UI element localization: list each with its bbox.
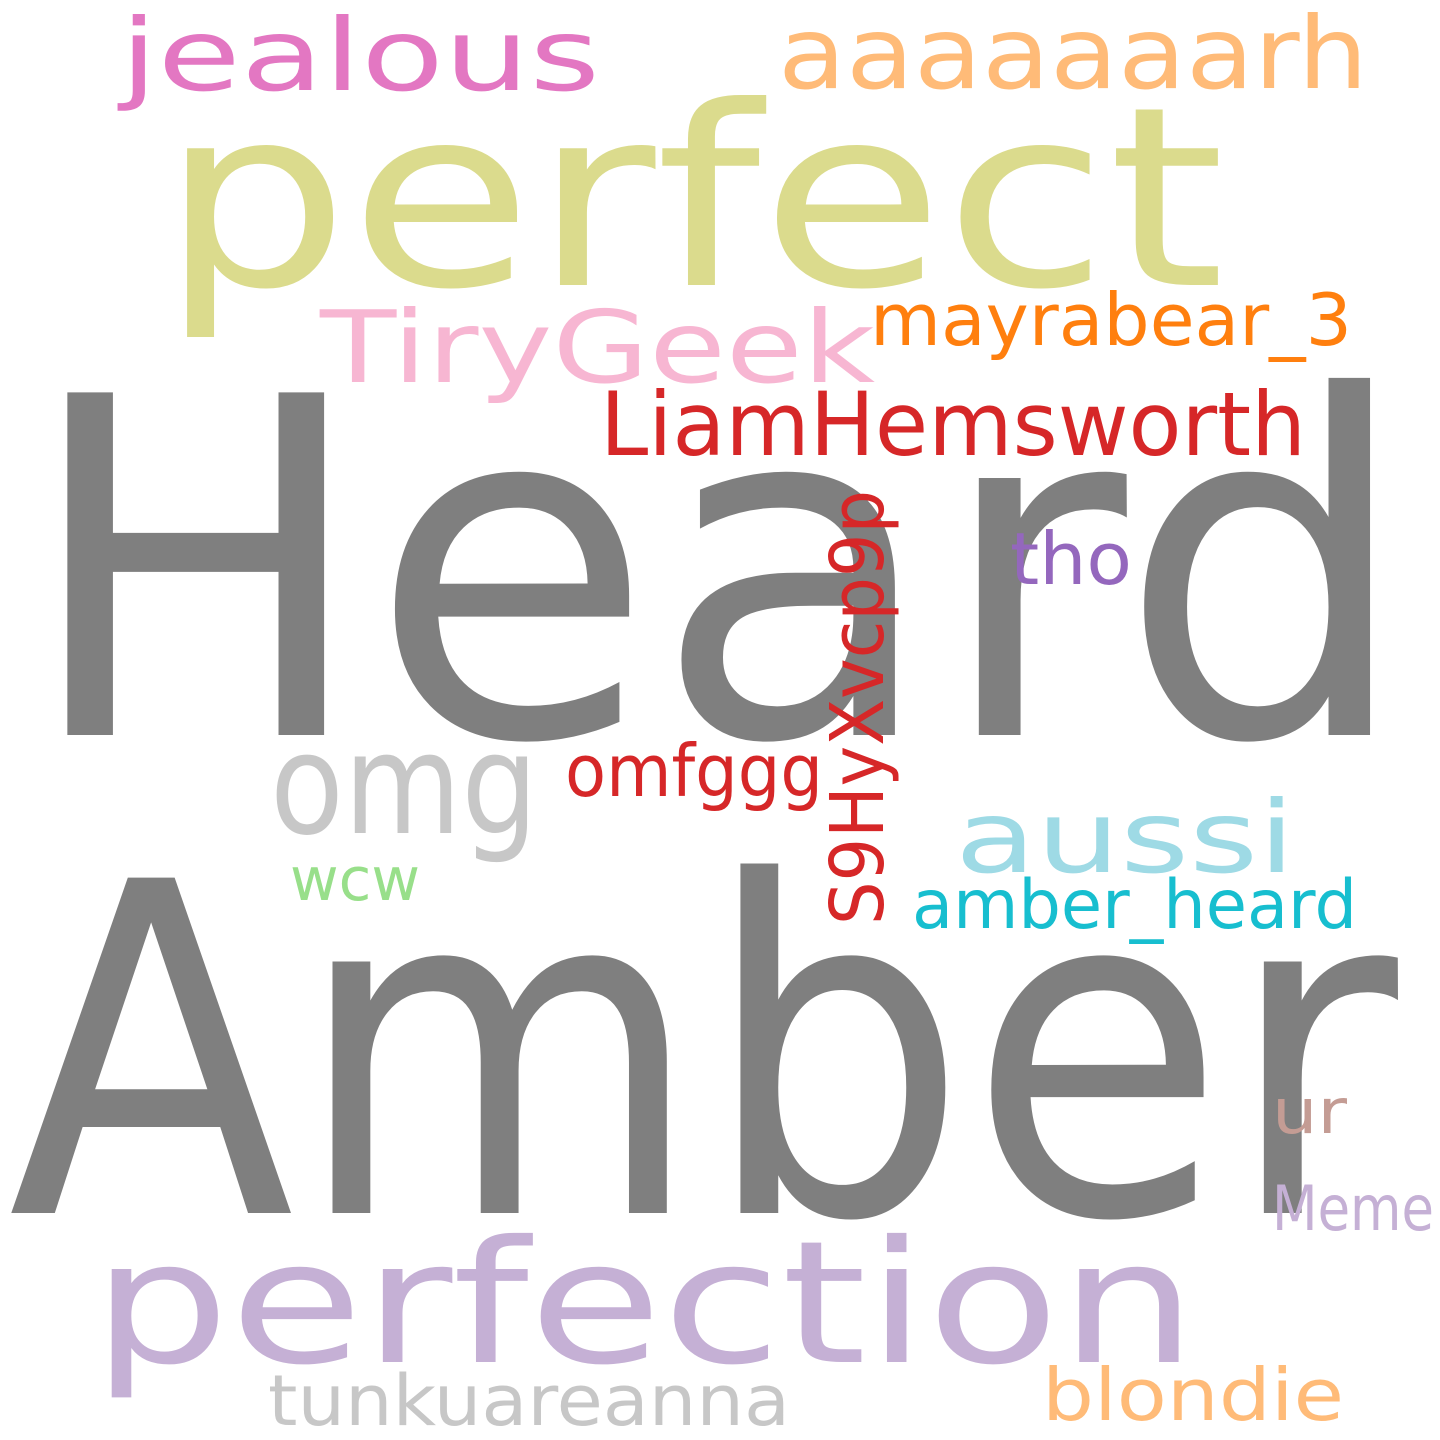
word-aaaaaaarh: aaaaaaarh <box>778 0 1368 112</box>
word-wcw: wcw <box>290 845 420 915</box>
word-tunkuareanna: tunkuareanna <box>268 1360 790 1440</box>
word-tirygeek: TiryGeek <box>319 289 875 406</box>
word-omg: omg <box>270 704 538 867</box>
word-amber-heard: amber_heard <box>912 866 1357 945</box>
word-mayrabear-3: mayrabear_3 <box>870 278 1352 362</box>
word-jealous: jealous <box>117 0 600 114</box>
word-ur: ur <box>1272 1075 1348 1148</box>
word-heard: Heard <box>22 299 1412 846</box>
word-meme: Meme <box>1272 1172 1434 1245</box>
word-omfggg: omfggg <box>565 729 823 813</box>
word-s9hyxvcp9p: S9HyXvcp9p <box>815 490 901 925</box>
word-perfection: perfection <box>92 1205 1197 1403</box>
word-liamhemsworth: LiamHemsworth <box>600 373 1306 476</box>
word-aussi: aussi <box>955 779 1295 896</box>
word-tho: tho <box>1010 517 1132 601</box>
word-amber: Amber <box>8 787 1402 1322</box>
word-perfect: perfect <box>160 53 1225 344</box>
word-blondie: blondie <box>1042 1353 1344 1437</box>
